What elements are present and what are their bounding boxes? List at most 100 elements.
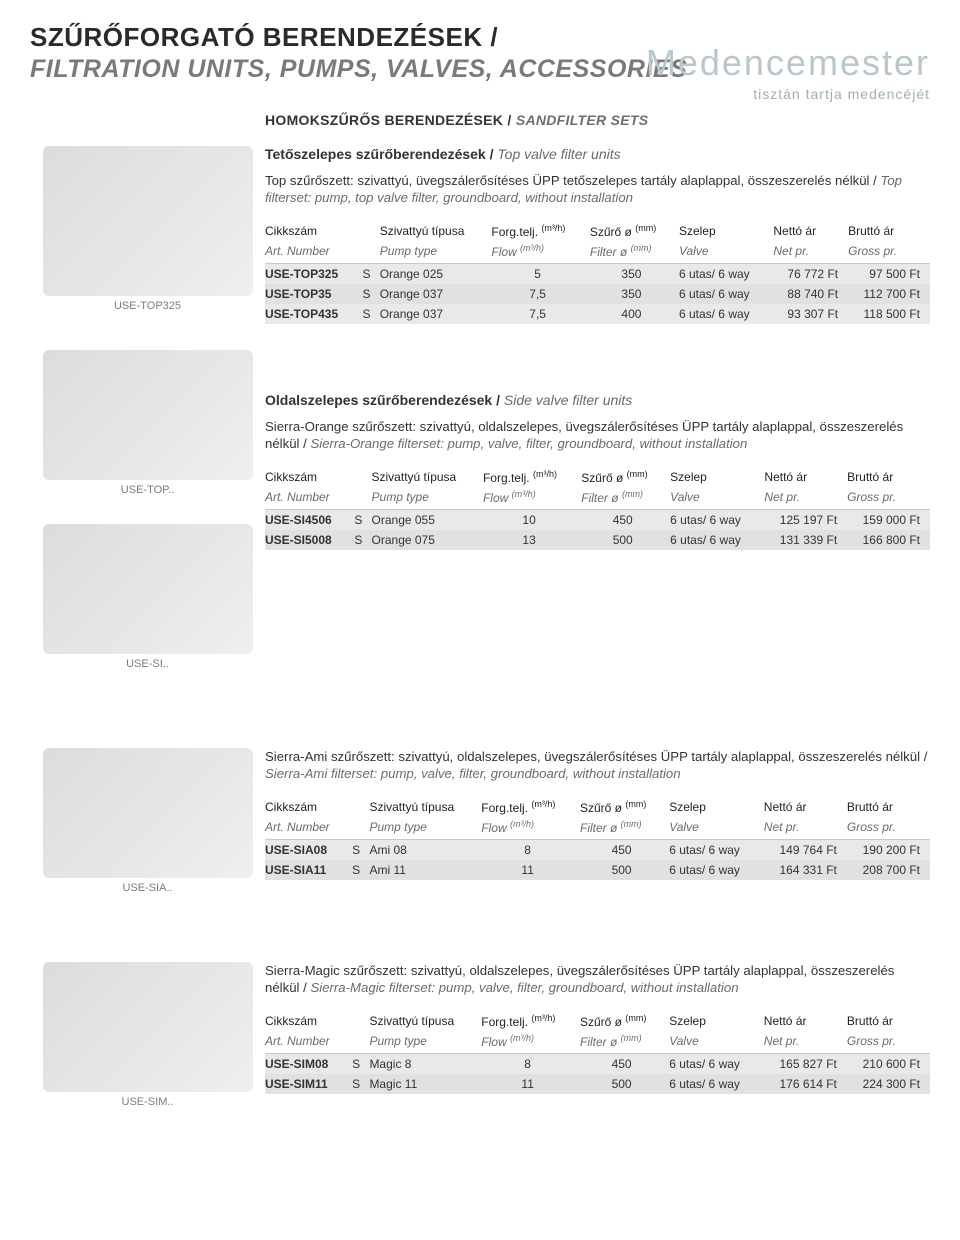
table-cell: S	[354, 509, 371, 530]
table-cell: 400	[590, 304, 679, 324]
th: Pump type	[380, 241, 492, 264]
table-cell: S	[362, 263, 379, 284]
table-cell: 159 000 Ft	[847, 509, 930, 530]
th: Szűrő ø (mm)	[590, 221, 679, 241]
table-cell: 149 764 Ft	[764, 839, 847, 860]
th: Bruttó ár	[848, 221, 930, 241]
table-cell: USE-SIM11	[265, 1074, 352, 1094]
th: Flow (m³/h)	[491, 241, 590, 264]
table-cell: USE-SI5008	[265, 530, 354, 550]
product-table: Cikkszám Szivattyú típusa Forg.telj. (m³…	[265, 221, 930, 324]
table-cell: 6 utas/ 6 way	[679, 304, 773, 324]
product-image	[43, 146, 253, 296]
table-cell: USE-TOP325	[265, 263, 362, 284]
brand-watermark: Medencemester tisztán tartja medencéjét	[646, 42, 930, 102]
product-table: CikkszámSzivattyú típusa Forg.telj. (m³/…	[265, 467, 930, 550]
product-block: USE-SIM.. Sierra-Magic szűrőszett: sziva…	[30, 962, 930, 1108]
table-cell: 164 331 Ft	[764, 860, 847, 880]
product-description: Sierra-Ami szűrőszett: szivattyú, oldals…	[265, 748, 930, 783]
brand-tagline: tisztán tartja medencéjét	[646, 86, 930, 102]
table-cell: 190 200 Ft	[847, 839, 930, 860]
table-cell: 6 utas/ 6 way	[669, 1074, 764, 1094]
table-cell: S	[362, 284, 379, 304]
table-cell: 131 339 Ft	[764, 530, 847, 550]
table-cell: 500	[581, 530, 670, 550]
table-cell: S	[354, 530, 371, 550]
table-cell: 208 700 Ft	[847, 860, 930, 880]
product-caption: USE-SIM..	[122, 1096, 174, 1108]
th: Valve	[679, 241, 773, 264]
table-row: USE-SI5008SOrange 075135006 utas/ 6 way1…	[265, 530, 930, 550]
table-cell: USE-SI4506	[265, 509, 354, 530]
table-row: USE-TOP35SOrange 0377,53506 utas/ 6 way8…	[265, 284, 930, 304]
brand-text-b: mester	[808, 42, 930, 83]
product-block: USE-TOP.. USE-SI.. Oldalszelepes szűrőbe…	[30, 350, 930, 670]
table-row: USE-SIM08SMagic 884506 utas/ 6 way165 82…	[265, 1053, 930, 1074]
th: Gross pr.	[848, 241, 930, 264]
table-cell: 165 827 Ft	[764, 1053, 847, 1074]
table-cell: 450	[580, 1053, 669, 1074]
product-subtitle: Tetőszelepes szűrőberendezések / Top val…	[265, 146, 930, 162]
th: Cikkszám	[265, 221, 362, 241]
brand-text-a: Medence	[646, 42, 808, 83]
table-row: USE-SIM11SMagic 11115006 utas/ 6 way176 …	[265, 1074, 930, 1094]
table-cell: S	[352, 839, 369, 860]
th: Filter ø (mm)	[590, 241, 679, 264]
table-cell: 6 utas/ 6 way	[670, 509, 764, 530]
product-caption: USE-SIA..	[122, 882, 172, 894]
table-cell: 6 utas/ 6 way	[679, 284, 773, 304]
table-cell: 5	[491, 263, 590, 284]
table-cell: 125 197 Ft	[764, 509, 847, 530]
table-cell: 88 740 Ft	[773, 284, 848, 304]
product-desc-en: Sierra-Magic filterset: pump, valve, fil…	[310, 980, 738, 995]
table-cell: S	[352, 1053, 369, 1074]
table-cell: USE-SIA11	[265, 860, 352, 880]
table-cell: 166 800 Ft	[847, 530, 930, 550]
table-cell: 97 500 Ft	[848, 263, 930, 284]
table-cell: 210 600 Ft	[847, 1053, 930, 1074]
table-cell: 350	[590, 263, 679, 284]
product-image	[43, 748, 253, 878]
section-heading-hu: HOMOKSZŰRŐS BERENDEZÉSEK /	[265, 112, 512, 128]
table-cell: 7,5	[491, 284, 590, 304]
product-subtitle-en: Top valve filter units	[497, 146, 620, 162]
table-cell: 6 utas/ 6 way	[679, 263, 773, 284]
table-cell: 8	[481, 839, 580, 860]
product-desc-hu: Top szűrőszett: szivattyú, üvegszálerősí…	[265, 173, 877, 188]
table-cell: S	[362, 304, 379, 324]
table-cell: Magic 8	[369, 1053, 481, 1074]
product-description: Top szűrőszett: szivattyú, üvegszálerősí…	[265, 172, 930, 207]
product-subtitle: Oldalszelepes szűrőberendezések / Side v…	[265, 392, 930, 408]
th: Nettó ár	[773, 221, 848, 241]
product-image	[43, 962, 253, 1092]
table-cell: 7,5	[491, 304, 590, 324]
table-row: USE-SIA11SAmi 11115006 utas/ 6 way164 33…	[265, 860, 930, 880]
product-description: Sierra-Magic szűrőszett: szivattyú, olda…	[265, 962, 930, 997]
table-row: USE-TOP435SOrange 0377,54006 utas/ 6 way…	[265, 304, 930, 324]
table-cell: 6 utas/ 6 way	[669, 839, 764, 860]
product-image	[43, 350, 253, 480]
table-cell: Orange 025	[380, 263, 492, 284]
table-row: USE-TOP325SOrange 02553506 utas/ 6 way76…	[265, 263, 930, 284]
table-cell: 13	[483, 530, 581, 550]
th: Net pr.	[773, 241, 848, 264]
product-block: USE-TOP325 Tetőszelepes szűrőberendezése…	[30, 146, 930, 324]
th: Forg.telj. (m³/h)	[491, 221, 590, 241]
table-cell: Orange 075	[372, 530, 483, 550]
product-description: Sierra-Orange szűrőszett: szivattyú, old…	[265, 418, 930, 453]
product-image	[43, 524, 253, 654]
product-desc-en: Sierra-Orange filterset: pump, valve, fi…	[310, 436, 747, 451]
th: Art. Number	[265, 241, 362, 264]
th: Szivattyú típusa	[380, 221, 492, 241]
table-cell: S	[352, 1074, 369, 1094]
product-caption: USE-TOP..	[121, 484, 174, 496]
table-cell: 176 614 Ft	[764, 1074, 847, 1094]
table-row: USE-SIA08SAmi 0884506 utas/ 6 way149 764…	[265, 839, 930, 860]
table-cell: 6 utas/ 6 way	[670, 530, 764, 550]
table-cell: Ami 11	[369, 860, 481, 880]
product-desc-hu: Sierra-Ami szűrőszett: szivattyú, oldals…	[265, 749, 927, 764]
product-table: CikkszámSzivattyú típusa Forg.telj. (m³/…	[265, 797, 930, 880]
table-row: USE-SI4506SOrange 055104506 utas/ 6 way1…	[265, 509, 930, 530]
table-cell: 10	[483, 509, 581, 530]
table-cell: 11	[481, 860, 580, 880]
